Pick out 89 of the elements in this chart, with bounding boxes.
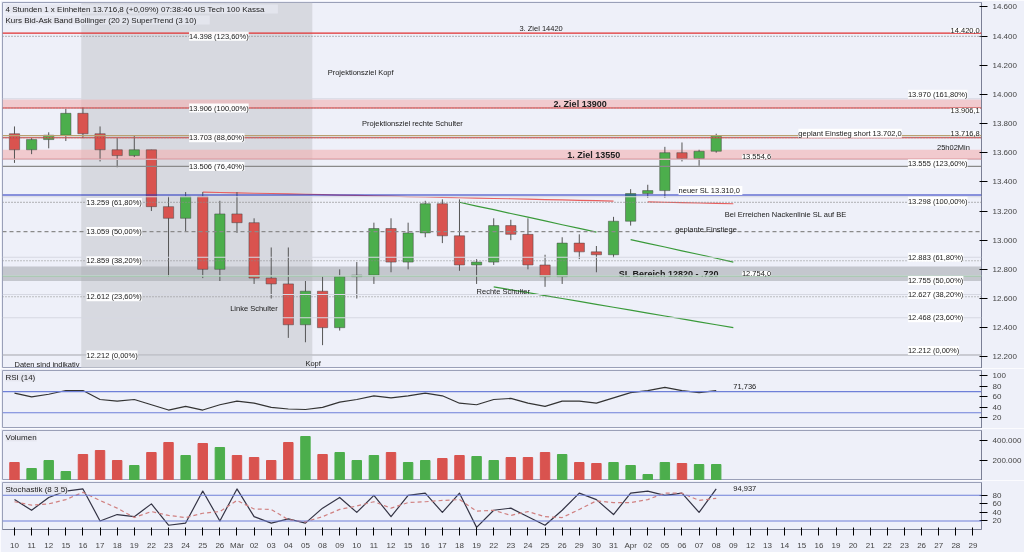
x-tick-label: 21 [865,540,876,550]
x-tick-label: 12 [386,540,397,550]
x-tick-label: Mär [230,540,245,550]
x-tick-label: 04 [283,540,294,550]
chart-title: Volumen [5,432,37,442]
x-tick-label: 29 [574,540,585,550]
x-tick-label: 19 [472,540,482,550]
x-tick-label: 10 [10,540,20,550]
x-tick-label: 26 [557,540,568,550]
x-tick-label: 31 [609,540,619,550]
x-tick-label: 02 [643,540,653,550]
x-tick-label: 13 [763,540,773,550]
x-tick-label: 12 [44,540,54,550]
y-tick-label: 14.200 [992,60,1018,70]
x-tick-label: 28 [951,540,961,550]
x-tick-label: 15 [797,540,807,550]
band-label: SL Bereich 12820 - .720 [618,268,719,279]
x-tick-label: 24 [523,540,533,550]
y-tick-label: 40 [992,402,1002,412]
x-tick-label: 03 [266,540,277,550]
chart-title: 4 Stunden 1 x Einheiten 13.716,8 (+0,09%) 07:38:46 US Tech 100 Kassa [5,4,265,14]
y-tick-label: 14.000 [992,89,1018,99]
x-tick-label: 18 [112,540,123,550]
x-tick-label: 23 [164,540,174,550]
y-tick-label: 13.400 [992,177,1018,187]
x-tick-label: 26 [917,540,927,550]
band-label: 1. Ziel 13550 [567,149,621,160]
y-tick-label: 400.000 [992,436,1022,445]
y-tick-label: 20 [992,413,1002,423]
x-tick-label: 10 [352,540,362,550]
band-label: 2. Ziel 13900 [553,98,607,109]
x-tick-label: 09 [728,540,739,550]
x-tick-label: 11 [27,540,37,550]
x-tick-label: 12 [745,540,756,550]
x-tick-label: 16 [78,540,88,550]
x-tick-label: 23 [506,540,516,550]
x-tick-label: 16 [814,540,824,550]
x-tick-label: 15 [403,540,414,550]
y-tick-label: 13.600 [992,148,1018,158]
x-tick-label: 22 [489,540,499,550]
x-tick-label: 02 [249,540,260,550]
x-tick-label: 20 [848,540,859,550]
y-tick-label: 200.000 [992,456,1022,465]
x-tick-label: 09 [335,540,345,550]
x-tick-label: 14 [780,540,790,550]
y-tick-label: 14.400 [992,31,1018,41]
x-tick-label: 08 [711,540,722,550]
x-tick-label: 22 [882,540,893,550]
x-tick-label: 29 [968,540,978,550]
text: Kurs Bid-Ask Band Bollinger (20 2) SuperTrend (3 10) [5,15,197,25]
x-tick-label: 08 [318,540,328,550]
chart-title: Stochastik (8 3 5) [5,484,69,494]
x-tick-label: 22 [146,540,157,550]
y-tick-label: 60 [992,392,1002,402]
x-tick-label: Apr [624,540,638,550]
x-tick-label: 05 [660,540,670,550]
x-tick-label: 17 [437,540,448,550]
x-tick-label: 25 [540,540,551,550]
x-tick-label: 25 [198,540,208,550]
y-tick-label: 13.200 [992,206,1018,216]
y-tick-label: 13.800 [992,119,1018,129]
y-tick-label: 80 [992,490,1002,500]
y-tick-label: 40 [992,507,1002,517]
x-tick-label: 06 [677,540,687,550]
y-tick-label: 12.400 [992,323,1018,333]
x-tick-label: 18 [455,540,465,550]
x-tick-label: 15 [61,540,71,550]
x-tick-label: 27 [934,540,944,550]
x-tick-label: 16 [420,540,431,550]
y-tick-label: 14.600 [992,2,1018,12]
chart-title: RSI (14) [5,372,36,382]
x-tick-label: 24 [181,540,191,550]
y-tick-label: 12.600 [992,294,1018,304]
x-tick-label: 11 [369,540,379,550]
x-tick-label: 23 [900,540,910,550]
x-tick-label: 05 [300,540,311,550]
y-tick-label: 13.000 [992,235,1018,245]
y-tick-label: 80 [992,381,1002,391]
y-tick-label: 12.800 [992,264,1018,274]
y-tick-label: 100 [992,371,1007,381]
x-tick-label: 30 [591,540,602,550]
x-tick-label: 07 [694,540,705,550]
y-tick-label: 12.200 [992,352,1018,362]
x-tick-label: 19 [129,540,140,550]
x-tick-label: 26 [215,540,225,550]
x-tick-label: 19 [831,540,842,550]
y-tick-label: 60 [992,499,1002,509]
x-tick-label: 17 [95,540,106,550]
y-tick-label: 20 [992,516,1002,526]
